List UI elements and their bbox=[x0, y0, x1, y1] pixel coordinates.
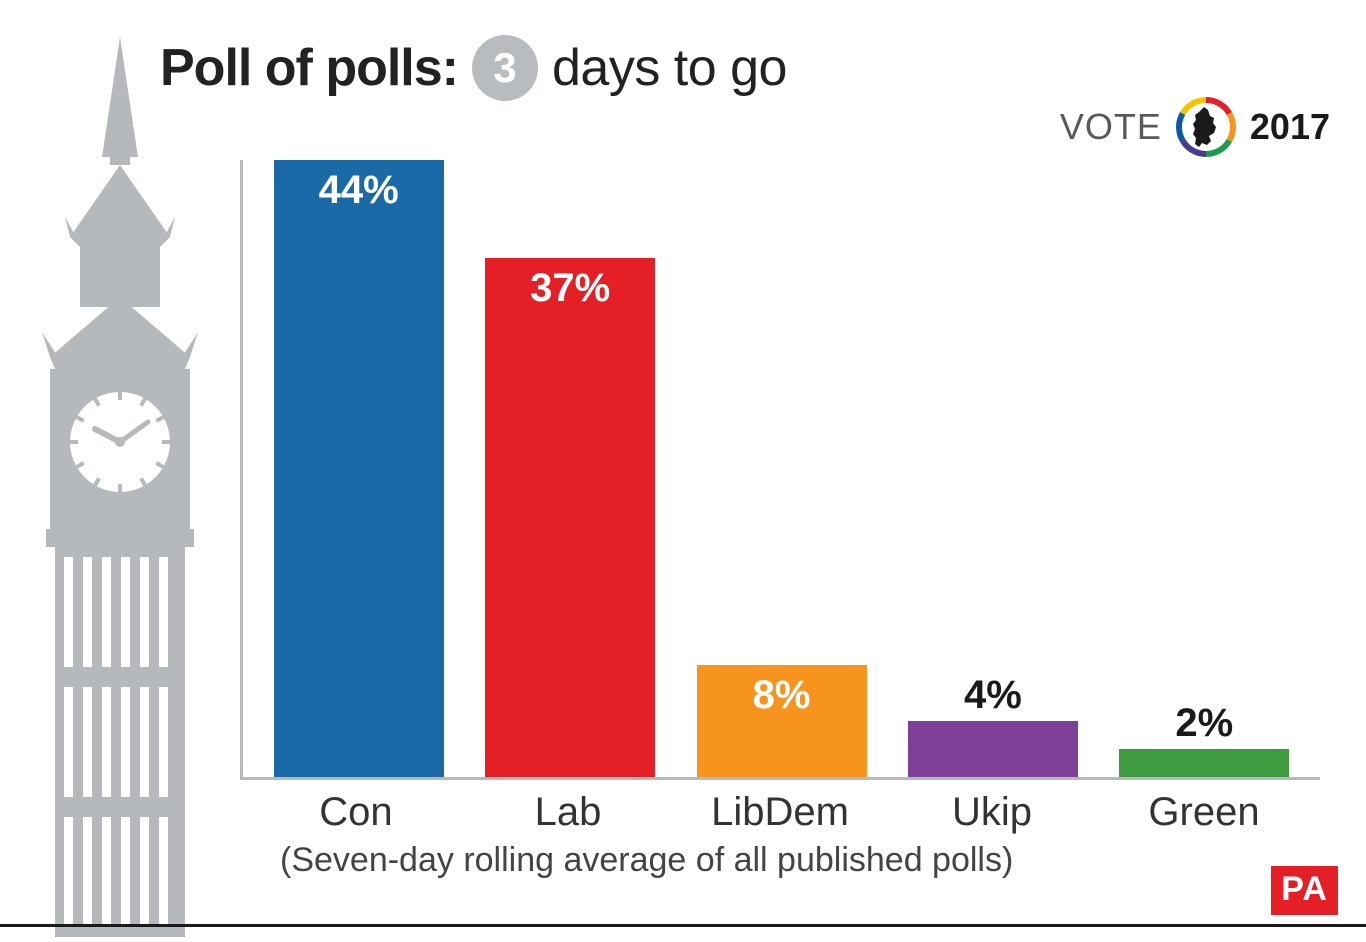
chart-x-labels: ConLabLibDemUkipGreen bbox=[240, 780, 1320, 835]
vote-2017-badge: VOTE 2017 bbox=[1060, 95, 1330, 159]
bar-green: 2% bbox=[1119, 749, 1289, 777]
bar-value-label: 44% bbox=[319, 168, 399, 213]
chart-bars: 44% 37% 8% 4% 2% bbox=[243, 160, 1320, 777]
bar-value-label: 8% bbox=[753, 673, 811, 718]
bar-value-label: 37% bbox=[530, 266, 610, 311]
title-row: Poll of polls: 3 days to go bbox=[160, 35, 787, 101]
bar-lab: 37% bbox=[485, 258, 655, 777]
bar-value-label: 4% bbox=[964, 673, 1022, 718]
chart-subtitle: (Seven-day rolling average of all publis… bbox=[240, 841, 1320, 880]
pa-source-logo: PA bbox=[1271, 866, 1338, 915]
big-ben-icon bbox=[10, 37, 230, 937]
x-label-libdem: LibDem bbox=[674, 790, 886, 835]
x-label-lab: Lab bbox=[462, 790, 674, 835]
bar-col-con: 44% bbox=[253, 160, 464, 777]
vote-text: VOTE bbox=[1060, 106, 1162, 148]
title-suffix: days to go bbox=[552, 38, 787, 98]
bar-col-ukip: 4% bbox=[887, 160, 1098, 777]
poll-bar-chart: 44% 37% 8% 4% 2% ConLabLibDemUkipGreen (Seve… bbox=[240, 160, 1320, 880]
x-label-ukip: Ukip bbox=[886, 790, 1098, 835]
bar-col-green: 2% bbox=[1099, 160, 1310, 777]
vote-ring-icon bbox=[1174, 95, 1238, 159]
bar-value-label: 2% bbox=[1175, 701, 1233, 746]
x-label-con: Con bbox=[250, 790, 462, 835]
infographic-canvas: Poll of polls: 3 days to go VOTE 2017 44… bbox=[0, 0, 1366, 937]
bar-ukip: 4% bbox=[908, 721, 1078, 777]
bottom-rule bbox=[0, 924, 1366, 927]
bar-libdem: 8% bbox=[697, 665, 867, 777]
vote-year: 2017 bbox=[1250, 106, 1330, 148]
chart-plot-area: 44% 37% 8% 4% 2% bbox=[240, 160, 1320, 780]
bar-col-libdem: 8% bbox=[676, 160, 887, 777]
countdown-badge: 3 bbox=[472, 35, 538, 101]
bar-col-lab: 37% bbox=[464, 160, 675, 777]
bar-con: 44% bbox=[274, 160, 444, 777]
x-label-green: Green bbox=[1098, 790, 1310, 835]
